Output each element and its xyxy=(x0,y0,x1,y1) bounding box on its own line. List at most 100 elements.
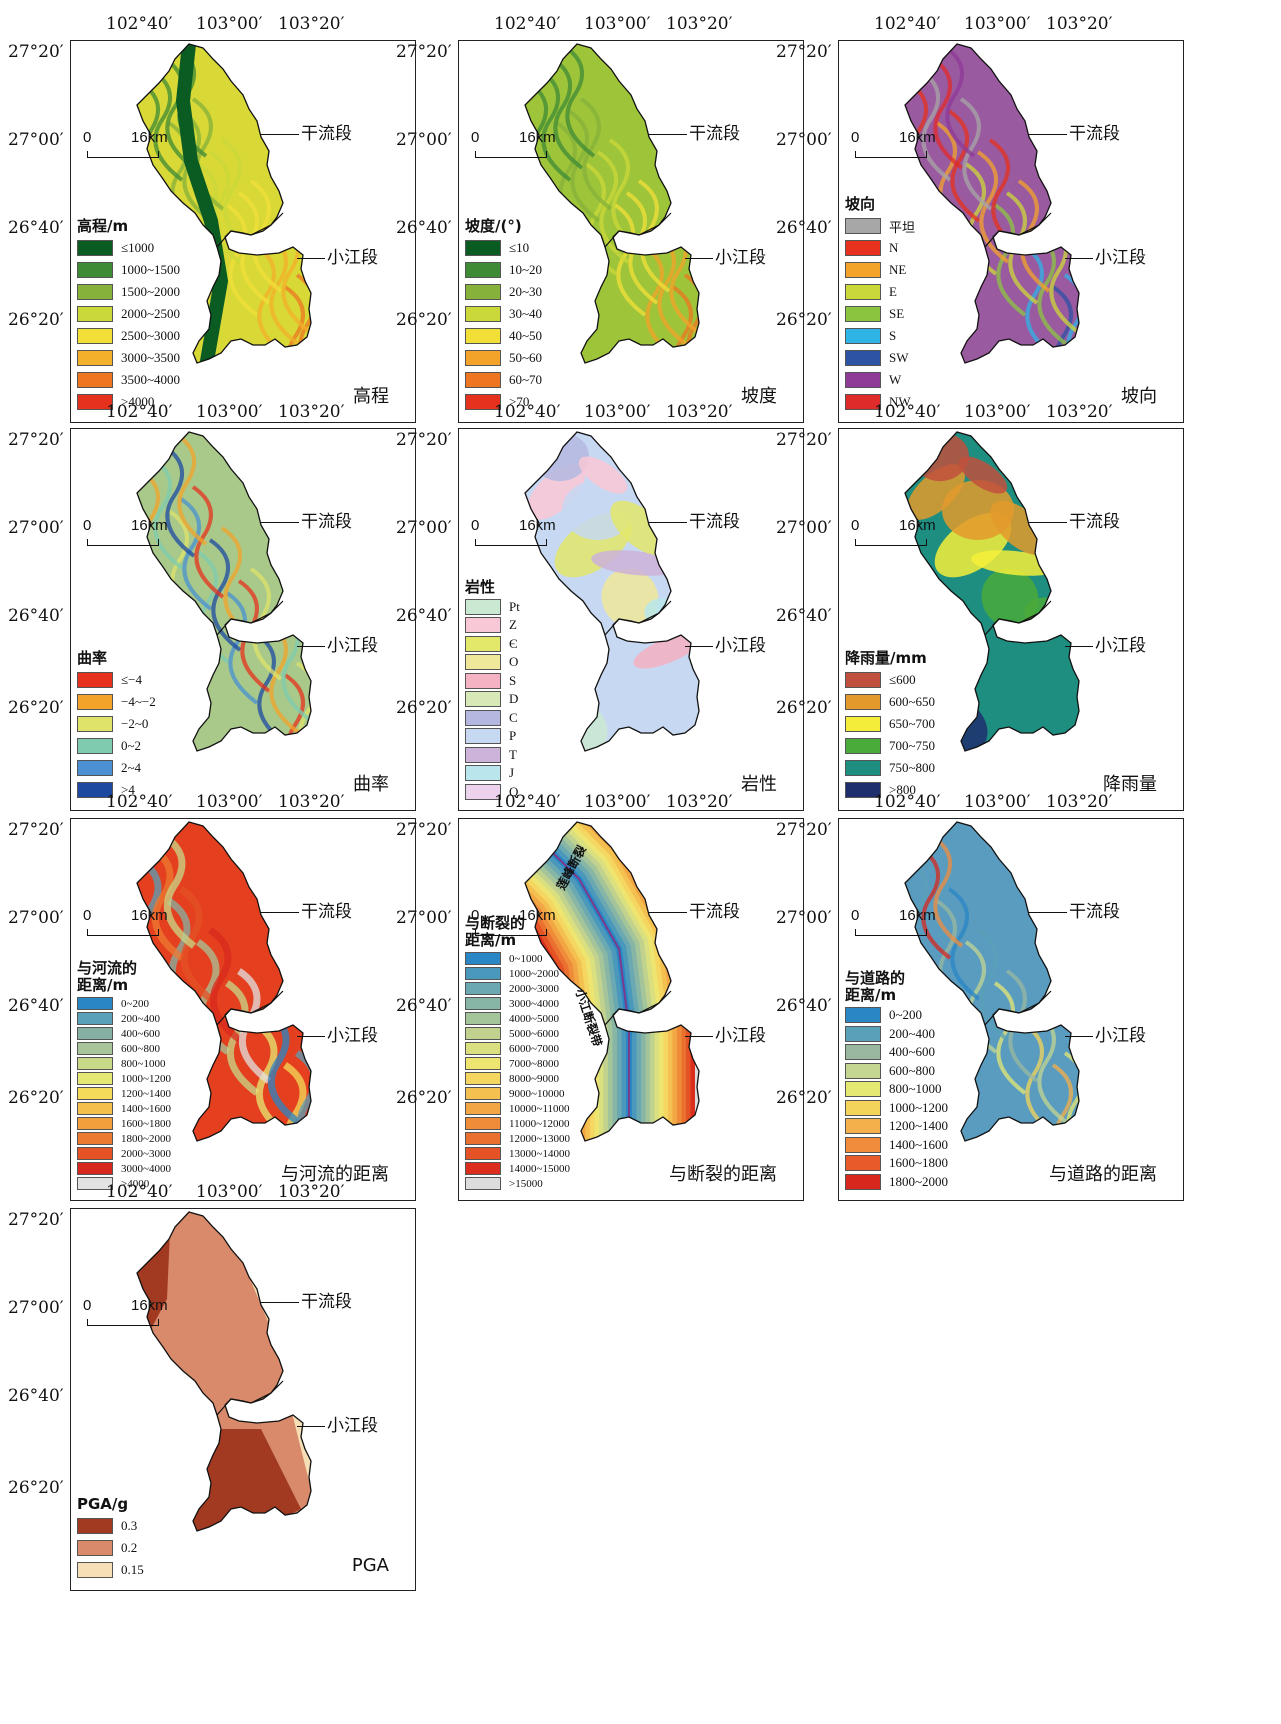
longitude-label: 103°20′ xyxy=(278,402,345,422)
longitude-label: 103°00′ xyxy=(584,402,651,422)
legend-item: J xyxy=(465,764,520,783)
map-panel-lithology: 0 16km 干流段 小江段 岩性 Pt Z Є O S D C P T J Q 岩性 102°40′ 103°00… xyxy=(396,402,804,811)
legend-item: 14000~15000 xyxy=(465,1161,570,1176)
legend-item: 10~20 xyxy=(465,259,542,281)
section-divider xyxy=(604,600,672,636)
raster-texture xyxy=(307,649,311,751)
legend-swatch xyxy=(845,1173,881,1190)
raster-texture xyxy=(307,261,311,363)
legend-label: 1000~1200 xyxy=(889,1099,949,1115)
legend-title: 曲率 xyxy=(77,649,108,667)
latitude-label: 26°40′ xyxy=(8,996,64,1016)
longitude-label: 103°00′ xyxy=(964,14,1031,34)
scale-distance: 16km xyxy=(899,517,936,534)
legend-label: 1400~1600 xyxy=(121,1102,171,1115)
legend-label: 30~40 xyxy=(509,306,543,321)
legend-label: >4000 xyxy=(121,394,155,409)
legend-item: Pt xyxy=(465,598,520,617)
legend-label: 60~70 xyxy=(509,372,543,387)
longitude-label: 103°20′ xyxy=(1046,792,1113,812)
legend-label: 1500~2000 xyxy=(121,284,181,299)
callout-main-section: 干流段 xyxy=(649,119,740,144)
legend-label: 8000~9000 xyxy=(509,1072,559,1085)
legend-item: 20~30 xyxy=(465,281,542,303)
scale-bar: 0 16km xyxy=(851,517,951,551)
legend-label: 400~600 xyxy=(889,1044,936,1060)
raster-texture xyxy=(976,928,1010,1042)
raster-texture xyxy=(538,68,572,182)
map-drawing xyxy=(524,431,700,752)
legend-swatch xyxy=(77,1117,113,1130)
raster-texture xyxy=(283,285,311,363)
longitude-label: 103°20′ xyxy=(666,14,733,34)
legend-item: SE xyxy=(845,303,915,325)
legend-label: 6000~7000 xyxy=(509,1042,559,1055)
legend-label: T xyxy=(509,746,517,762)
legend-swatch xyxy=(465,1177,501,1190)
legend-item: >4 xyxy=(77,779,156,801)
scale-bar-line xyxy=(855,539,927,546)
legend-item: NE xyxy=(845,259,915,281)
raster-texture xyxy=(930,56,964,170)
raster-patch xyxy=(990,500,1050,556)
raster-texture xyxy=(208,538,242,652)
section-divider xyxy=(984,600,1052,636)
legend-swatch xyxy=(465,284,501,300)
callout-main-section: 干流段 xyxy=(261,119,352,144)
legend-item: 1500~2000 xyxy=(77,281,180,303)
scale-zero: 0 xyxy=(83,517,92,534)
legend-swatch xyxy=(465,654,501,671)
raster-texture xyxy=(567,109,601,223)
legend-item: 2000~2500 xyxy=(77,303,180,325)
raster-texture xyxy=(282,1062,311,1141)
legend: 高程/m ≤1000 1000~1500 1500~2000 2000~2500 2500… xyxy=(77,218,180,413)
legend-item: 9000~10000 xyxy=(465,1086,570,1101)
legend-label: −4~−2 xyxy=(121,694,156,709)
legend-label: 平坦 xyxy=(889,219,916,235)
legend: 曲率 ≤−4 −4~−2 −2~0 0~2 2~4 >4 xyxy=(77,650,156,801)
legend-label: ≤600 xyxy=(889,672,916,687)
latitude-label: 26°20′ xyxy=(396,698,452,718)
longitude-label: 102°40′ xyxy=(874,792,941,812)
raster-patch xyxy=(1013,633,1079,669)
legend-swatch xyxy=(465,394,501,410)
longitude-label: 103°00′ xyxy=(196,1182,263,1202)
map-drawing xyxy=(524,821,700,1142)
longitude-label: 102°40′ xyxy=(106,1182,173,1202)
raster-patch xyxy=(610,500,670,556)
section-divider xyxy=(984,990,1052,1026)
legend-swatch xyxy=(465,306,501,322)
callout-label: 干流段 xyxy=(301,124,352,144)
raster-texture xyxy=(174,432,208,546)
latitude-label: 27°00′ xyxy=(8,130,64,150)
legend-label: 40~50 xyxy=(509,328,543,343)
raster-patch xyxy=(578,456,628,494)
legend-swatch xyxy=(845,1118,881,1135)
scale-zero: 0 xyxy=(851,907,860,924)
scale-zero: 0 xyxy=(471,129,480,146)
longitude-label: 103°00′ xyxy=(964,792,1031,812)
legend-swatch xyxy=(77,1562,113,1578)
river-valley xyxy=(175,44,229,363)
scale-bar-line xyxy=(87,539,159,546)
legend-swatch xyxy=(465,1102,501,1115)
raster-texture xyxy=(550,56,584,170)
legend-label: 7000~8000 xyxy=(509,1057,559,1070)
callout-tributary-section: 小江段 xyxy=(685,243,766,268)
raster-patch xyxy=(905,432,920,462)
latitude-label: 27°00′ xyxy=(776,518,832,538)
latitude-label: 26°20′ xyxy=(776,1088,832,1108)
legend-item: D xyxy=(465,690,520,709)
legend-swatch xyxy=(465,765,501,782)
legend-item: 0.3 xyxy=(77,1515,144,1537)
latitude-label: 27°20′ xyxy=(776,430,832,450)
legend-swatch xyxy=(845,1136,881,1153)
legend-swatch xyxy=(465,1117,501,1130)
legend-item: 0~200 xyxy=(77,996,171,1011)
raster-texture xyxy=(162,444,196,558)
latitude-label: 27°20′ xyxy=(776,820,832,840)
legend-swatch xyxy=(845,394,881,410)
legend-label: 9000~10000 xyxy=(509,1087,565,1100)
legend-label: 600~800 xyxy=(889,1062,936,1078)
legend-swatch xyxy=(845,1155,881,1172)
